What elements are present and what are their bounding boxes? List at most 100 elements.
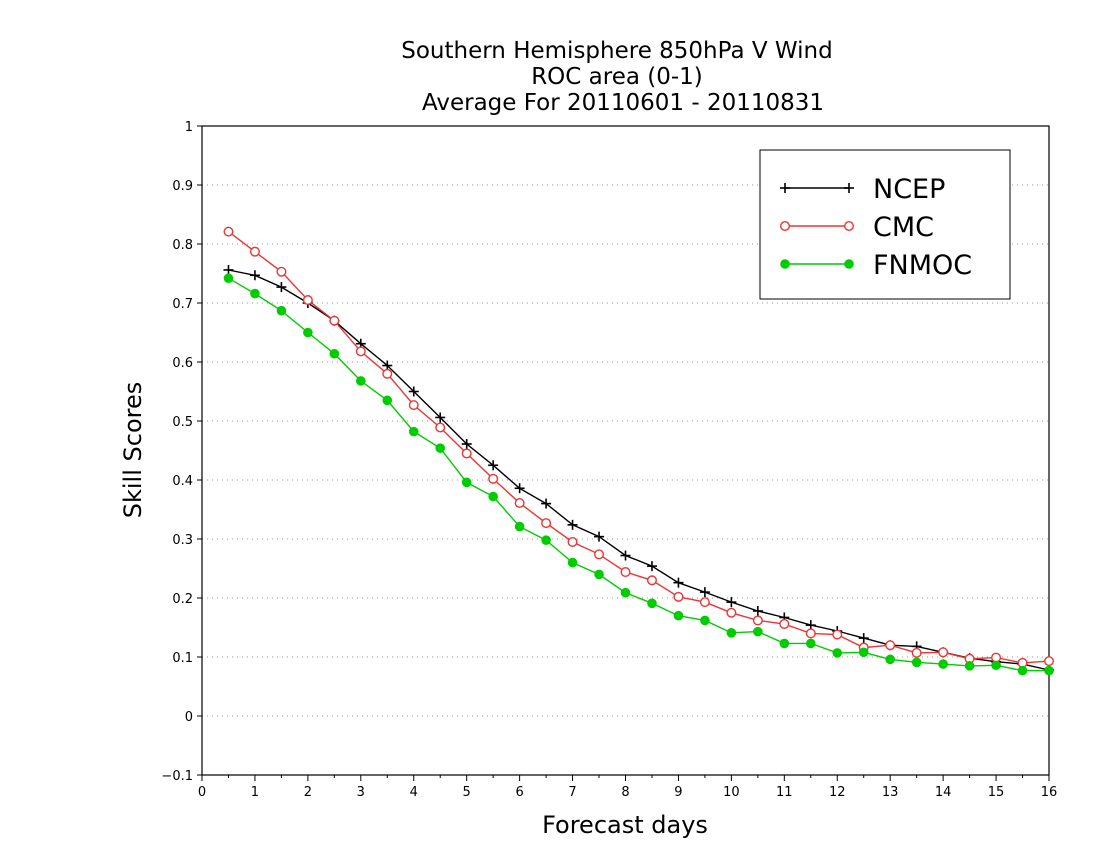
data-point <box>726 607 737 618</box>
data-point <box>567 557 578 568</box>
data-point <box>991 660 1001 671</box>
data-point <box>620 567 631 578</box>
data-point <box>911 647 922 658</box>
legend-label: FNMOC <box>873 250 972 281</box>
x-tick-label: 1 <box>251 785 259 800</box>
y-tick-label: 0.2 <box>172 592 193 607</box>
data-point <box>594 549 605 560</box>
series-line <box>228 269 1050 671</box>
data-point <box>673 610 684 621</box>
x-tick-label: 8 <box>621 785 629 800</box>
data-point <box>780 220 791 231</box>
x-tick-label: 0 <box>198 785 206 800</box>
title-line-3: Average For 20110601 - 20110831 <box>422 90 824 116</box>
data-point <box>938 647 949 658</box>
data-point <box>779 638 790 649</box>
data-point <box>355 346 366 357</box>
legend-label: CMC <box>873 212 934 243</box>
data-point <box>514 521 525 532</box>
data-point <box>647 598 657 609</box>
x-tick-label: 15 <box>988 785 1005 800</box>
data-point <box>726 628 737 638</box>
data-point <box>805 628 816 639</box>
x-tick-label: 3 <box>357 785 365 800</box>
data-point <box>461 477 472 488</box>
y-axis-label: Skill Scores <box>119 382 147 519</box>
data-point <box>779 618 790 629</box>
y-tick-label: 0.9 <box>172 179 193 194</box>
plot-frame <box>201 125 1050 776</box>
chart-title: Southern Hemisphere 850hPa V Wind ROC ar… <box>401 38 832 116</box>
data-point <box>223 273 234 284</box>
x-tick-label: 7 <box>568 785 576 800</box>
legend-label: NCEP <box>873 174 945 205</box>
data-point <box>911 657 922 668</box>
x-tick-label: 10 <box>723 785 740 800</box>
data-point <box>514 498 525 509</box>
data-point <box>303 327 313 338</box>
data-point <box>488 473 499 484</box>
data-point <box>382 368 393 379</box>
data-point <box>382 395 393 406</box>
data-point <box>780 259 790 269</box>
data-point <box>408 426 419 437</box>
y-tick-label: 0.4 <box>172 474 193 489</box>
data-point <box>752 615 763 626</box>
data-point <box>594 569 604 580</box>
data-point <box>753 626 763 637</box>
x-axis-label: Forecast days <box>542 811 708 839</box>
data-point <box>541 518 552 529</box>
data-point <box>541 535 551 545</box>
data-point <box>488 491 498 502</box>
data-point <box>832 648 843 658</box>
legend-item-ncep: NCEP <box>780 174 945 205</box>
series-ncep <box>223 264 1054 675</box>
data-point <box>250 288 260 299</box>
data-point <box>805 638 816 649</box>
data-point <box>700 615 710 626</box>
legend-box <box>759 149 1011 300</box>
series-layer <box>223 226 1054 676</box>
x-tick-label: 12 <box>829 785 846 800</box>
data-point <box>964 661 975 671</box>
data-point <box>858 647 869 658</box>
x-axis-ticks: 0 1 2 3 4 5 6 7 8 9 10 11 12 13 14 15 16 <box>198 775 1057 800</box>
data-point <box>408 400 419 411</box>
data-point <box>249 246 260 257</box>
data-point <box>276 305 287 316</box>
x-tick-label: 5 <box>463 785 471 800</box>
title-line-1: Southern Hemisphere 850hPa V Wind <box>401 38 832 64</box>
y-tick-label: 0 <box>185 710 193 725</box>
data-point <box>276 266 287 277</box>
y-tick-label: 1 <box>185 120 193 135</box>
series-fnmoc <box>223 273 1054 676</box>
y-tick-label: 0.1 <box>172 651 193 666</box>
x-tick-label: 14 <box>935 785 952 800</box>
data-point <box>646 575 657 586</box>
x-tick-label: 13 <box>882 785 899 800</box>
data-point <box>356 376 366 386</box>
x-tick-label: 6 <box>515 785 523 800</box>
series-cmc <box>223 226 1054 668</box>
series-line <box>228 277 1049 672</box>
data-point <box>832 629 843 640</box>
data-point <box>329 348 340 359</box>
y-tick-label: 0.5 <box>172 415 193 430</box>
data-point <box>844 220 855 231</box>
data-point <box>1017 665 1028 676</box>
data-point <box>435 422 446 433</box>
legend: NCEP CMC FNMOC <box>759 149 1011 300</box>
y-tick-label: 0.3 <box>172 533 193 548</box>
y-axis-ticks: −0.1 0 0.1 0.2 0.3 0.4 0.5 0.6 0.7 0.8 0.9 1 <box>161 120 202 784</box>
x-tick-label: 2 <box>304 785 312 800</box>
data-point <box>567 536 578 547</box>
y-tick-label: 0.6 <box>172 356 193 371</box>
data-point <box>1043 656 1054 667</box>
data-point <box>938 659 948 669</box>
data-point <box>1044 665 1054 676</box>
data-point <box>673 591 684 602</box>
legend-item-cmc: CMC <box>780 212 934 243</box>
legend-item-fnmoc: FNMOC <box>780 250 972 281</box>
y-tick-label: −0.1 <box>161 769 193 784</box>
